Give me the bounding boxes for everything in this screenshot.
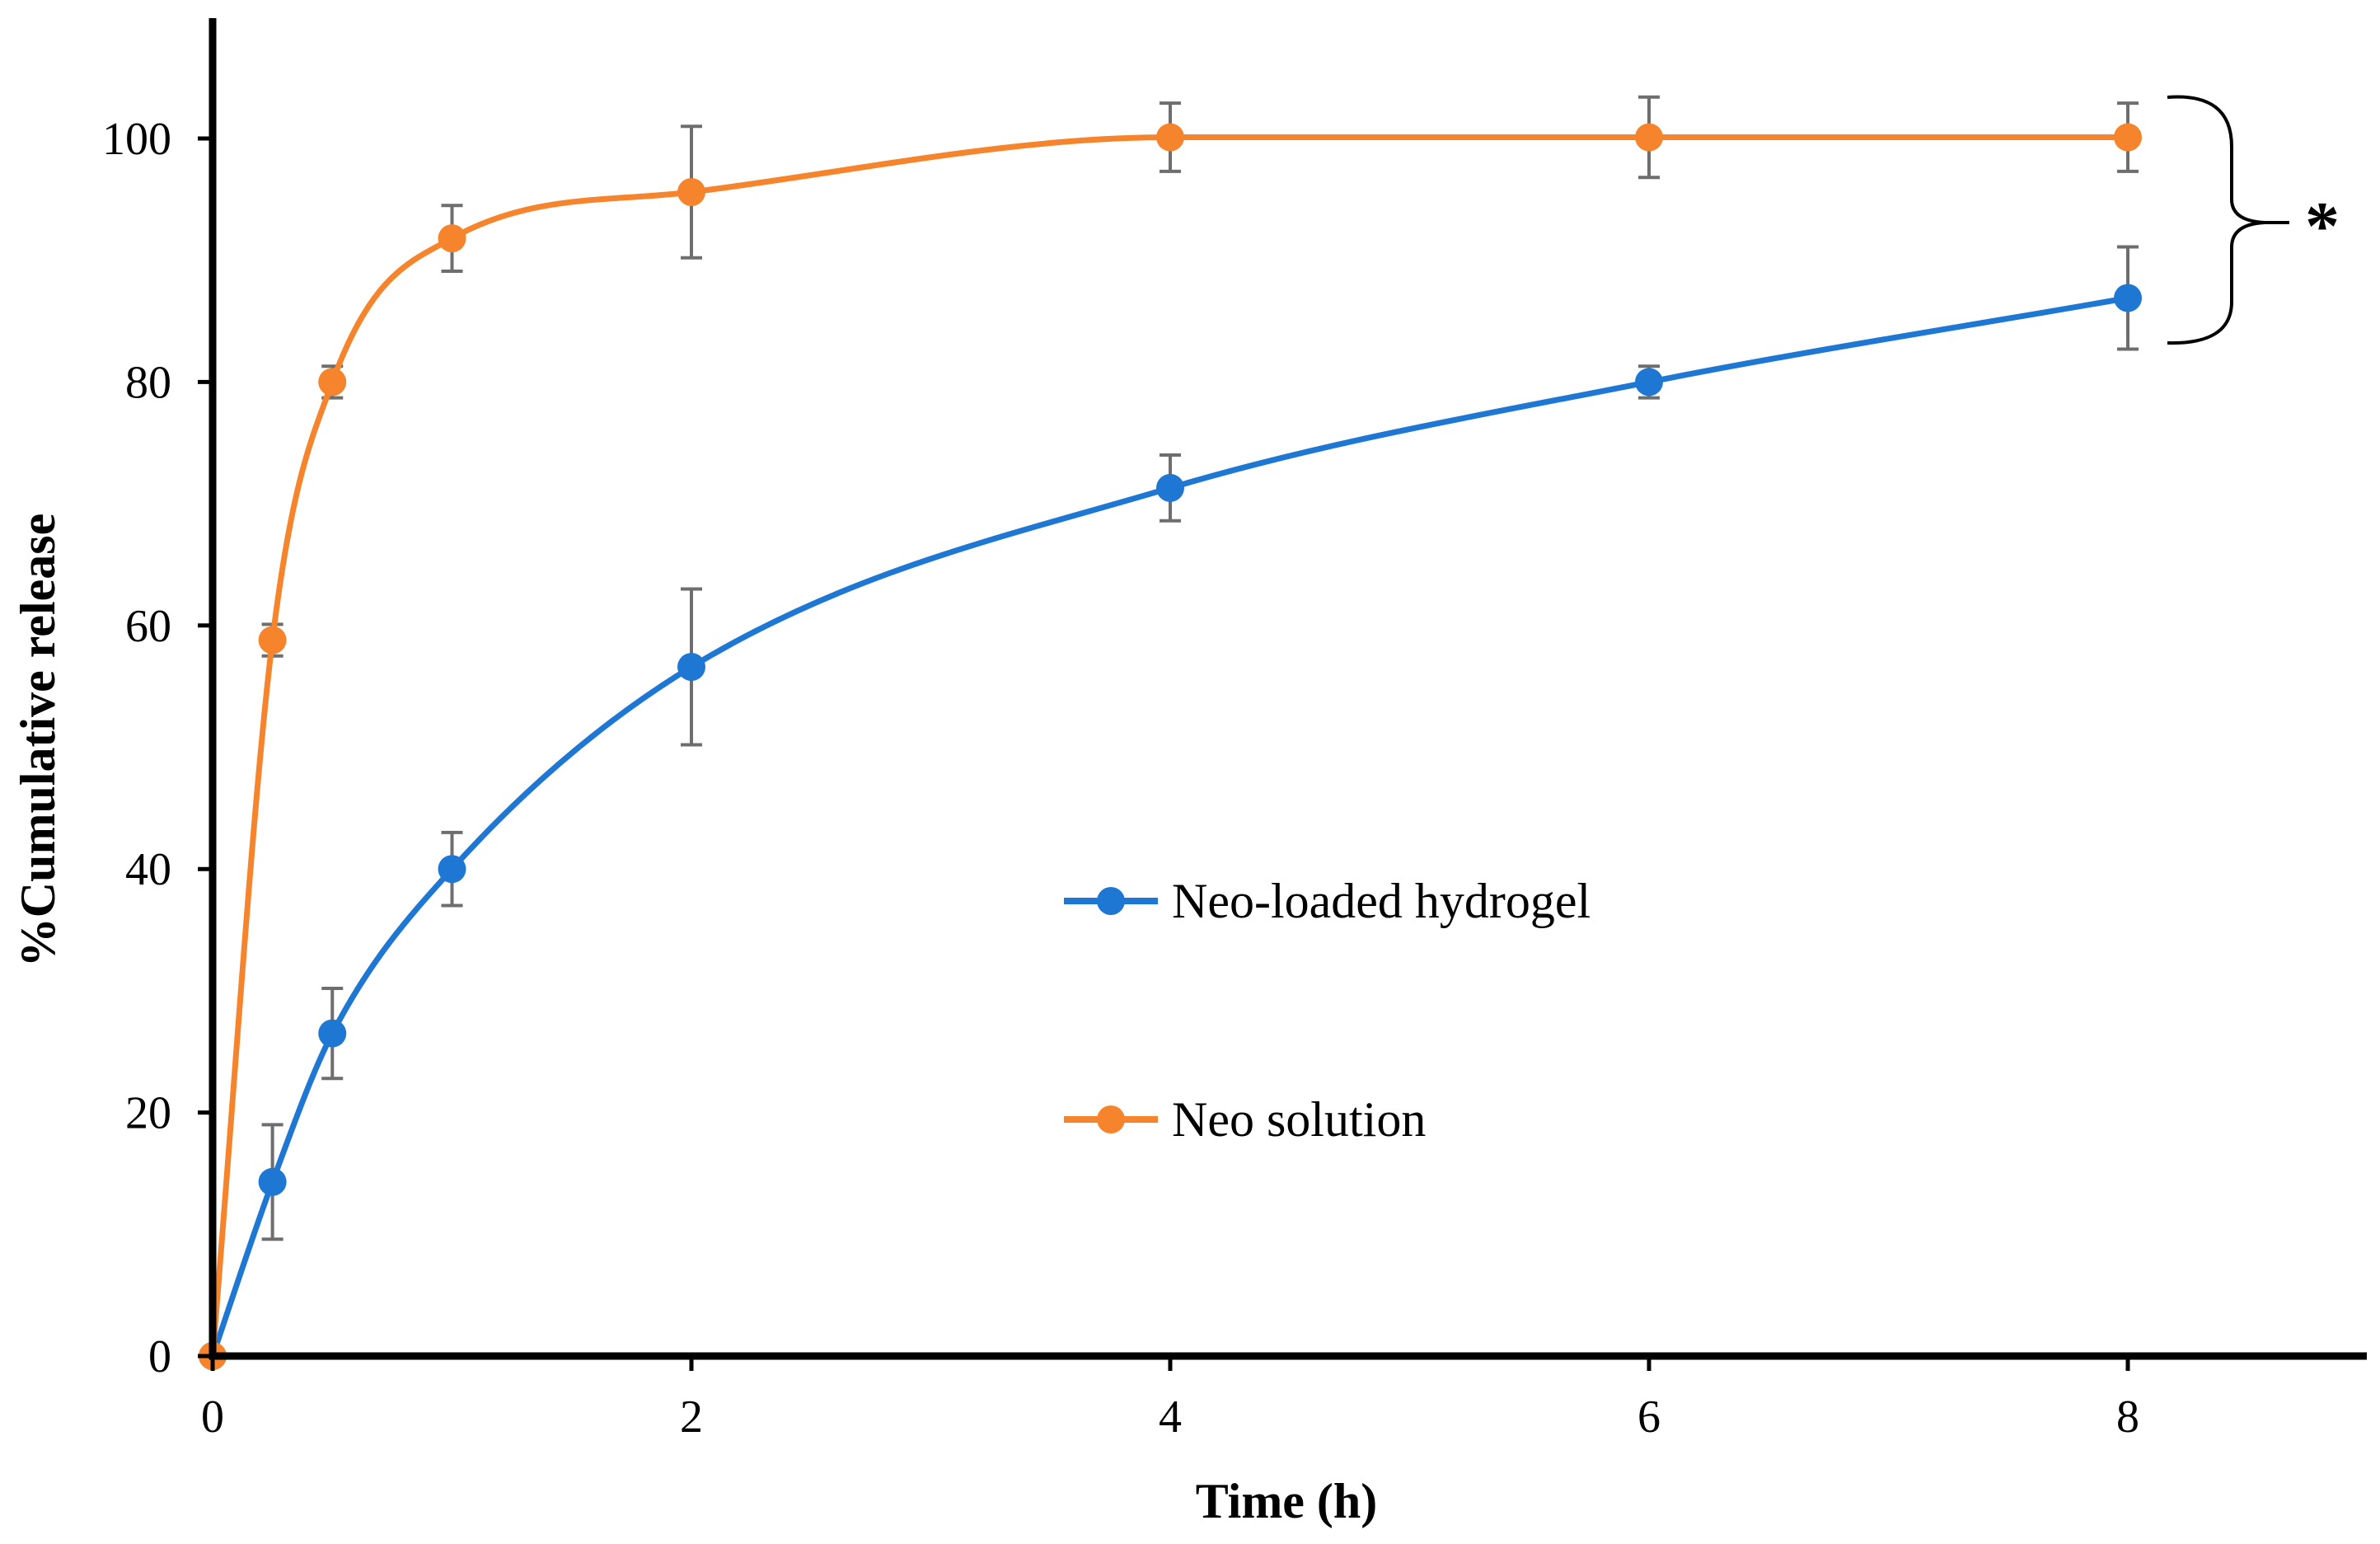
legend-label-solution: Neo solution [1172, 1092, 1426, 1147]
y-tick-label: 100 [102, 114, 171, 165]
y-tick-label: 20 [125, 1088, 171, 1139]
legend: Neo-loaded hydrogel Neo solution [1064, 874, 1591, 1147]
data-point-hydrogel [258, 1167, 287, 1196]
x-tick-label: 8 [2116, 1391, 2139, 1443]
x-tick-label: 2 [680, 1391, 703, 1443]
axes: 0 20 40 60 80 100 0 2 4 6 8 [102, 18, 2367, 1443]
data-point-hydrogel [318, 1019, 347, 1048]
x-tick-label: 4 [1159, 1391, 1182, 1443]
plot-area [199, 95, 2142, 1370]
legend-marker-hydrogel [1097, 887, 1125, 915]
legend-marker-solution [1097, 1105, 1125, 1133]
significance-bracket [2167, 95, 2289, 345]
y-axis-title: %Cumulative release [11, 514, 65, 967]
data-point-solution [258, 626, 287, 655]
data-point-hydrogel [1156, 473, 1184, 502]
x-tick-label: 6 [1637, 1391, 1661, 1443]
data-point-hydrogel [1635, 368, 1663, 397]
legend-label-hydrogel: Neo-loaded hydrogel [1172, 874, 1591, 928]
data-point-hydrogel [677, 653, 705, 682]
series-line-solution [209, 134, 2128, 1357]
data-point-solution [1635, 123, 1663, 152]
significance-asterisk: * [2305, 188, 2340, 265]
y-tick-label: 40 [125, 844, 171, 895]
x-tick-label: 0 [201, 1391, 224, 1443]
data-point-solution [318, 368, 347, 397]
data-point-solution [677, 177, 705, 206]
data-point-hydrogel [2114, 284, 2142, 312]
x-axis-title: Time (h) [1196, 1474, 1378, 1528]
data-point-hydrogel [438, 855, 466, 884]
y-tick-label: 60 [125, 601, 171, 652]
data-point-solution [2114, 123, 2142, 152]
data-point-solution [438, 224, 466, 253]
y-tick-label: 80 [125, 357, 171, 408]
data-point-solution [1156, 123, 1184, 152]
y-tick-label: 0 [148, 1331, 171, 1382]
